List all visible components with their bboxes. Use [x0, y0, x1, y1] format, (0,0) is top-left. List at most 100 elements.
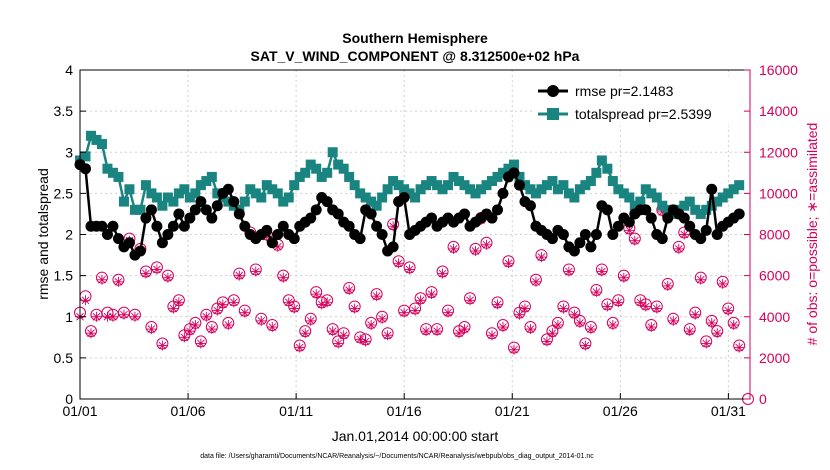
obs-assimilated-point: [613, 297, 624, 308]
y-right-tick-label: 8000: [759, 227, 790, 243]
obs-assimilated-point: [651, 303, 662, 314]
totalspread-point: [646, 188, 657, 199]
asterisk-stroke: [707, 319, 716, 327]
asterisk-stroke: [378, 314, 386, 323]
asterisk-stroke: [466, 296, 474, 305]
totalspread-point: [327, 147, 338, 158]
obs-assimilated-point: [673, 243, 684, 254]
obs-assimilated-point: [596, 266, 607, 277]
obs-assimilated-point: [723, 305, 734, 316]
asterisk-stroke: [197, 339, 205, 348]
obs-assimilated-point: [162, 272, 173, 283]
totalspread-point: [701, 204, 712, 215]
totalspread-point: [355, 188, 366, 199]
totalspread-point: [289, 180, 300, 191]
totalspread-point: [629, 200, 640, 211]
rmse-point: [695, 233, 707, 245]
rmse-point: [524, 200, 536, 212]
rmse-point: [332, 208, 344, 220]
asterisk-stroke: [713, 329, 722, 338]
obs-assimilated-point: [514, 309, 525, 320]
x-tick-label: 01/16: [387, 403, 422, 419]
asterisk-stroke: [427, 290, 436, 298]
totalspread-point: [316, 171, 327, 182]
totalspread-point: [349, 180, 360, 191]
obs-assimilated-point: [234, 270, 245, 281]
asterisk-stroke: [213, 306, 222, 315]
asterisk-stroke: [312, 290, 321, 298]
obs-assimilated-point: [278, 272, 289, 283]
asterisk-stroke: [224, 321, 233, 329]
totalspread-point: [503, 163, 514, 174]
rmse-point: [222, 183, 234, 195]
totalspread-point: [129, 204, 140, 215]
obs-assimilated-point: [327, 326, 338, 337]
asterisk-stroke: [158, 341, 167, 350]
totalspread-point: [525, 184, 536, 195]
obs-assimilated-point: [432, 326, 443, 337]
rmse-point: [228, 196, 240, 208]
rmse-point: [79, 163, 91, 175]
chart-title: Southern Hemisphere: [342, 30, 488, 46]
obs-assimilated-point: [206, 324, 217, 335]
legend-rmse-label: rmse pr=2.1483: [575, 83, 674, 99]
totalspread-point: [530, 188, 541, 199]
totalspread-point: [569, 192, 580, 203]
rmse-point: [513, 179, 525, 191]
obs-assimilated-point: [338, 330, 349, 341]
obs-assimilated-point: [184, 326, 195, 337]
asterisk-stroke: [301, 329, 310, 338]
rmse-point: [733, 208, 745, 220]
obs-assimilated-point: [492, 299, 503, 310]
obs-assimilated-point: [629, 235, 640, 246]
obs-assimilated-point: [344, 285, 355, 296]
totalspread-point: [168, 196, 179, 207]
obs-assimilated-point: [706, 317, 717, 328]
y-tick-label: 3.5: [54, 103, 74, 119]
y-right-tick-label: 16000: [759, 62, 798, 78]
obs-assimilated-point: [690, 309, 701, 320]
asterisk-stroke: [631, 236, 639, 245]
totalspread-point: [613, 184, 624, 195]
totalspread-point: [734, 180, 745, 191]
rmse-point: [134, 245, 146, 257]
legend: rmse pr=2.1483 totalspread pr=2.5399: [532, 76, 742, 126]
asterisk-stroke: [493, 300, 502, 309]
rmse-point: [568, 245, 580, 257]
rmse-point: [101, 229, 113, 240]
rmse-point: [178, 220, 190, 232]
y-tick-label: 1: [65, 309, 73, 325]
totalspread-point: [602, 163, 613, 174]
totalspread-point: [712, 196, 723, 207]
chart-subtitle: SAT_V_WIND_COMPONENT @ 8.312500e+02 hPa: [251, 48, 580, 64]
totalspread-point: [459, 180, 470, 191]
totalspread-point: [497, 167, 508, 178]
rmse-point: [426, 212, 438, 224]
obs-assimilated-point: [574, 317, 585, 328]
totalspread-point: [690, 204, 701, 215]
rmse-point: [398, 191, 410, 203]
totalspread-point: [239, 196, 250, 207]
rmse-series: [74, 159, 745, 261]
obs-assimilated-point: [129, 311, 140, 322]
asterisk-stroke: [433, 327, 441, 335]
obs-assimilated-point: [585, 324, 596, 335]
obs-assimilated-point: [470, 245, 481, 256]
totalspread-point: [552, 184, 563, 195]
obs-assimilated-point: [300, 328, 311, 339]
asterisk-stroke: [422, 327, 430, 335]
rmse-point: [96, 220, 108, 232]
obs-assimilated-point: [410, 305, 421, 316]
asterisk-stroke: [674, 245, 683, 253]
totalspread-point: [426, 176, 437, 187]
obs-assimilated-point: [91, 311, 102, 322]
y-axis-ticks: 0 0.5 1 1.5 2 2.5 3 3.5 4: [54, 62, 86, 407]
totalspread-point: [195, 180, 206, 191]
obs-assimilated-point: [173, 297, 184, 308]
rmse-point: [662, 212, 674, 224]
totalspread-point: [580, 180, 591, 191]
rmse-point: [343, 220, 355, 232]
asterisk-stroke: [356, 335, 364, 344]
asterisk-stroke: [164, 273, 172, 282]
